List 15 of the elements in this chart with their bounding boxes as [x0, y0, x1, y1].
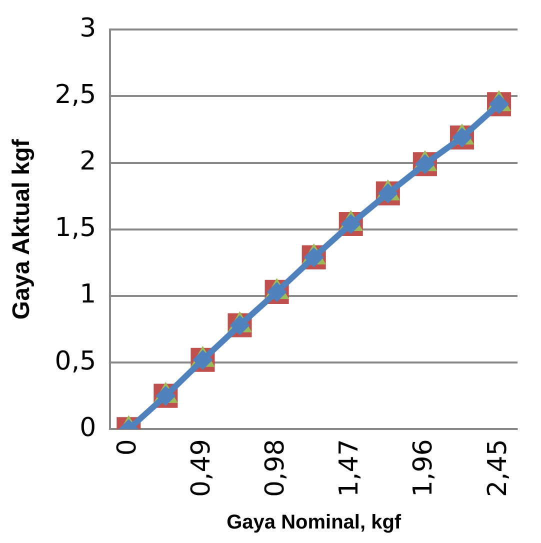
- y-tick-label: 1,5: [54, 213, 96, 244]
- x-tick-label: 0,98: [260, 439, 291, 497]
- x-tick-label: 1,96: [408, 439, 439, 497]
- y-tick-label: 3: [80, 13, 96, 44]
- x-tick-label: 0,49: [186, 439, 216, 497]
- x-axis-title: Gaya Nominal, kgf: [226, 512, 402, 534]
- y-tick-label: 2,5: [54, 80, 96, 110]
- y-tick-label: 2: [80, 146, 96, 177]
- x-tick-label: 2,45: [482, 439, 513, 497]
- y-axis-title: Gaya Aktual kgf: [8, 138, 36, 320]
- x-tick-label: 0: [112, 439, 142, 456]
- x-tick-label: 1,47: [334, 439, 365, 497]
- y-tick-label: 0: [80, 412, 96, 443]
- y-tick-label: 0,5: [54, 346, 96, 376]
- y-tick-label: 1: [80, 280, 96, 310]
